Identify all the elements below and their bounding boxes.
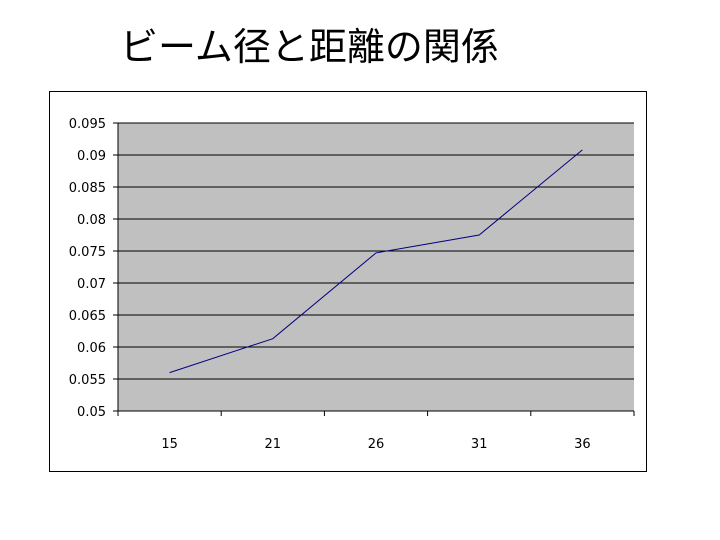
y-tick-label: 0.09 <box>77 149 106 164</box>
y-tick-label: 0.08 <box>77 213 106 228</box>
gridlines <box>118 122 634 412</box>
y-tick-label: 0.065 <box>69 309 106 324</box>
y-tick-label: 0.055 <box>69 373 106 388</box>
plot-area <box>118 123 634 411</box>
y-tick-labels: 0.05 0.055 0.06 0.065 0.07 0.075 0.08 0.085 0.09… <box>69 117 106 420</box>
x-tick-label: 26 <box>368 437 385 452</box>
y-tick-label: 0.085 <box>69 181 106 196</box>
y-tick-label: 0.05 <box>77 405 106 420</box>
axes <box>113 122 635 416</box>
series-layer <box>169 149 583 374</box>
x-tick-label: 15 <box>161 437 178 452</box>
slide-title: ビーム径と距離の関係 <box>120 25 499 69</box>
y-tick-label: 0.095 <box>69 117 106 132</box>
y-tick-label: 0.075 <box>69 245 106 260</box>
x-tick-label: 31 <box>471 437 488 452</box>
y-tick-label: 0.06 <box>77 341 106 356</box>
series-line <box>169 149 583 374</box>
x-tick-label: 36 <box>574 437 591 452</box>
x-tick-label: 21 <box>265 437 282 452</box>
y-tick-label: 0.07 <box>77 277 106 292</box>
x-tick-labels: 15 21 26 31 36 <box>161 437 590 452</box>
